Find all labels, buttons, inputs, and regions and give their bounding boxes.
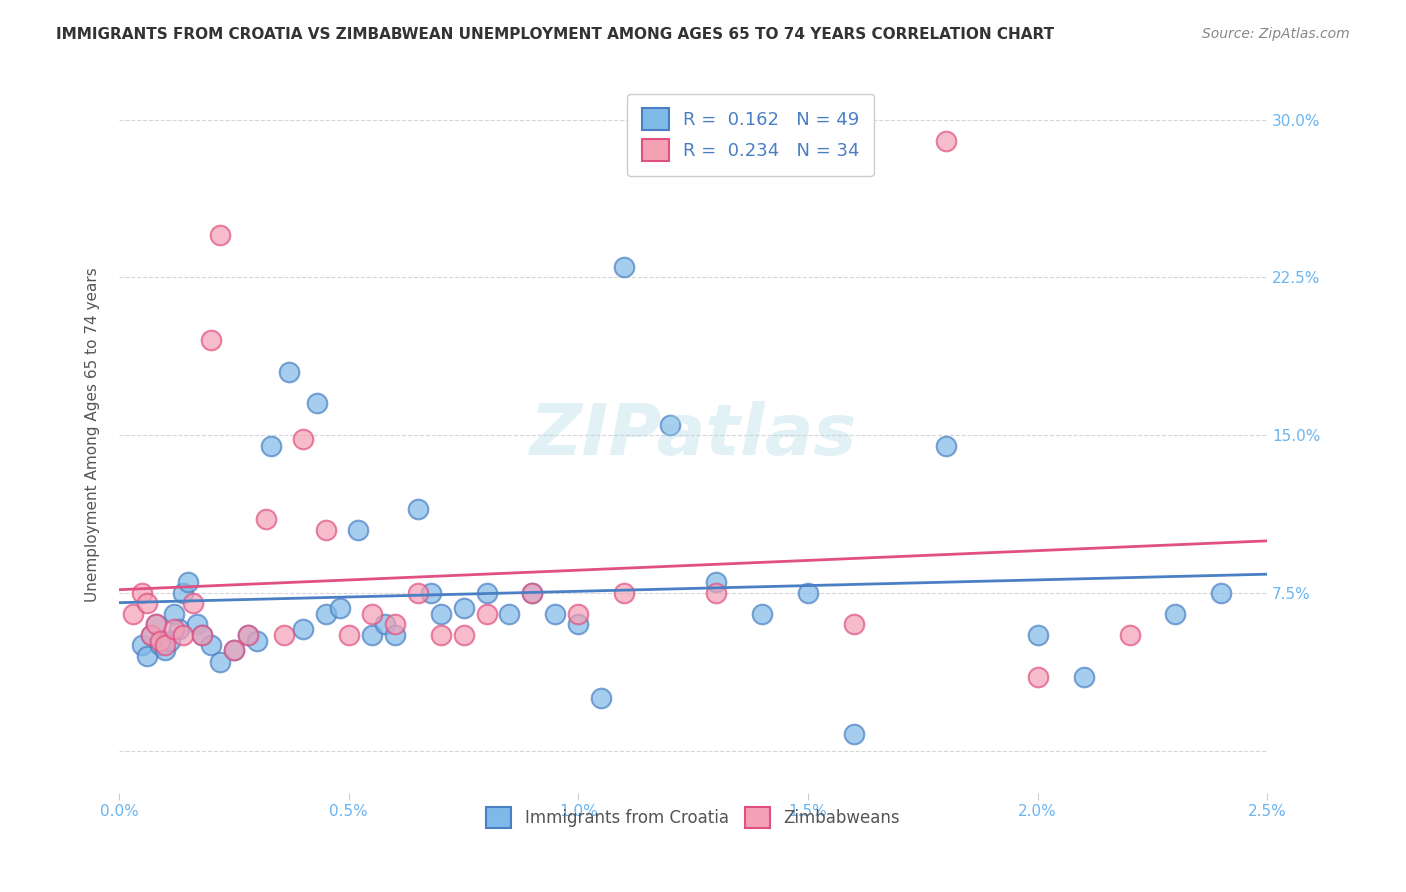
Point: [190, 628, 212, 642]
Point: [254, 512, 277, 526]
Point: [163, 607, 186, 621]
Point: [613, 586, 636, 600]
Point: [374, 617, 396, 632]
Point: [453, 600, 475, 615]
Text: IMMIGRANTS FROM CROATIA VS ZIMBABWEAN UNEMPLOYMENT AMONG AGES 65 TO 74 YEARS COR: IMMIGRANTS FROM CROATIA VS ZIMBABWEAN UN…: [56, 27, 1054, 42]
Point: [222, 642, 245, 657]
Point: [291, 622, 314, 636]
Text: ZIPatlas: ZIPatlas: [530, 401, 856, 469]
Legend: Immigrants from Croatia, Zimbabweans: Immigrants from Croatia, Zimbabweans: [479, 801, 907, 834]
Point: [236, 628, 259, 642]
Point: [163, 622, 186, 636]
Point: [305, 396, 328, 410]
Point: [935, 439, 957, 453]
Point: [259, 439, 281, 453]
Point: [498, 607, 520, 621]
Point: [420, 586, 443, 600]
Point: [273, 628, 295, 642]
Point: [177, 575, 200, 590]
Point: [200, 334, 222, 348]
Point: [209, 655, 232, 669]
Point: [567, 617, 589, 632]
Point: [384, 628, 406, 642]
Y-axis label: Unemployment Among Ages 65 to 74 years: Unemployment Among Ages 65 to 74 years: [86, 268, 100, 602]
Point: [200, 639, 222, 653]
Point: [190, 628, 212, 642]
Point: [797, 586, 820, 600]
Point: [935, 134, 957, 148]
Point: [121, 607, 143, 621]
Point: [172, 628, 194, 642]
Point: [475, 586, 498, 600]
Point: [131, 639, 153, 653]
Point: [704, 575, 727, 590]
Point: [1211, 586, 1233, 600]
Point: [141, 628, 163, 642]
Text: Source: ZipAtlas.com: Source: ZipAtlas.com: [1202, 27, 1350, 41]
Point: [613, 260, 636, 274]
Point: [153, 642, 176, 657]
Point: [236, 628, 259, 642]
Point: [149, 639, 172, 653]
Point: [145, 617, 167, 632]
Point: [360, 628, 382, 642]
Point: [567, 607, 589, 621]
Point: [360, 607, 382, 621]
Point: [167, 622, 190, 636]
Point: [186, 617, 208, 632]
Point: [1073, 670, 1095, 684]
Point: [149, 634, 172, 648]
Point: [315, 607, 337, 621]
Point: [153, 639, 176, 653]
Point: [429, 628, 451, 642]
Point: [135, 648, 157, 663]
Point: [1118, 628, 1140, 642]
Point: [347, 523, 370, 537]
Point: [145, 617, 167, 632]
Point: [842, 727, 865, 741]
Point: [291, 432, 314, 446]
Point: [1026, 670, 1049, 684]
Point: [222, 642, 245, 657]
Point: [1026, 628, 1049, 642]
Point: [278, 365, 301, 379]
Point: [453, 628, 475, 642]
Point: [337, 628, 360, 642]
Point: [522, 586, 544, 600]
Point: [131, 586, 153, 600]
Point: [406, 501, 429, 516]
Point: [172, 586, 194, 600]
Point: [475, 607, 498, 621]
Point: [659, 417, 682, 432]
Point: [384, 617, 406, 632]
Point: [429, 607, 451, 621]
Point: [135, 596, 157, 610]
Point: [522, 586, 544, 600]
Point: [406, 586, 429, 600]
Point: [544, 607, 567, 621]
Point: [315, 523, 337, 537]
Point: [842, 617, 865, 632]
Point: [1164, 607, 1187, 621]
Point: [159, 634, 181, 648]
Point: [246, 634, 269, 648]
Point: [181, 596, 204, 610]
Point: [704, 586, 727, 600]
Point: [591, 691, 613, 706]
Point: [328, 600, 350, 615]
Point: [751, 607, 773, 621]
Point: [209, 228, 232, 243]
Point: [141, 628, 163, 642]
